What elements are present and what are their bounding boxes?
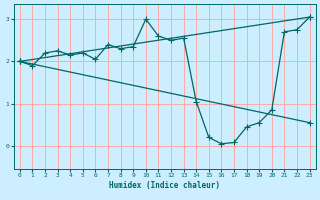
X-axis label: Humidex (Indice chaleur): Humidex (Indice chaleur) bbox=[109, 181, 220, 190]
